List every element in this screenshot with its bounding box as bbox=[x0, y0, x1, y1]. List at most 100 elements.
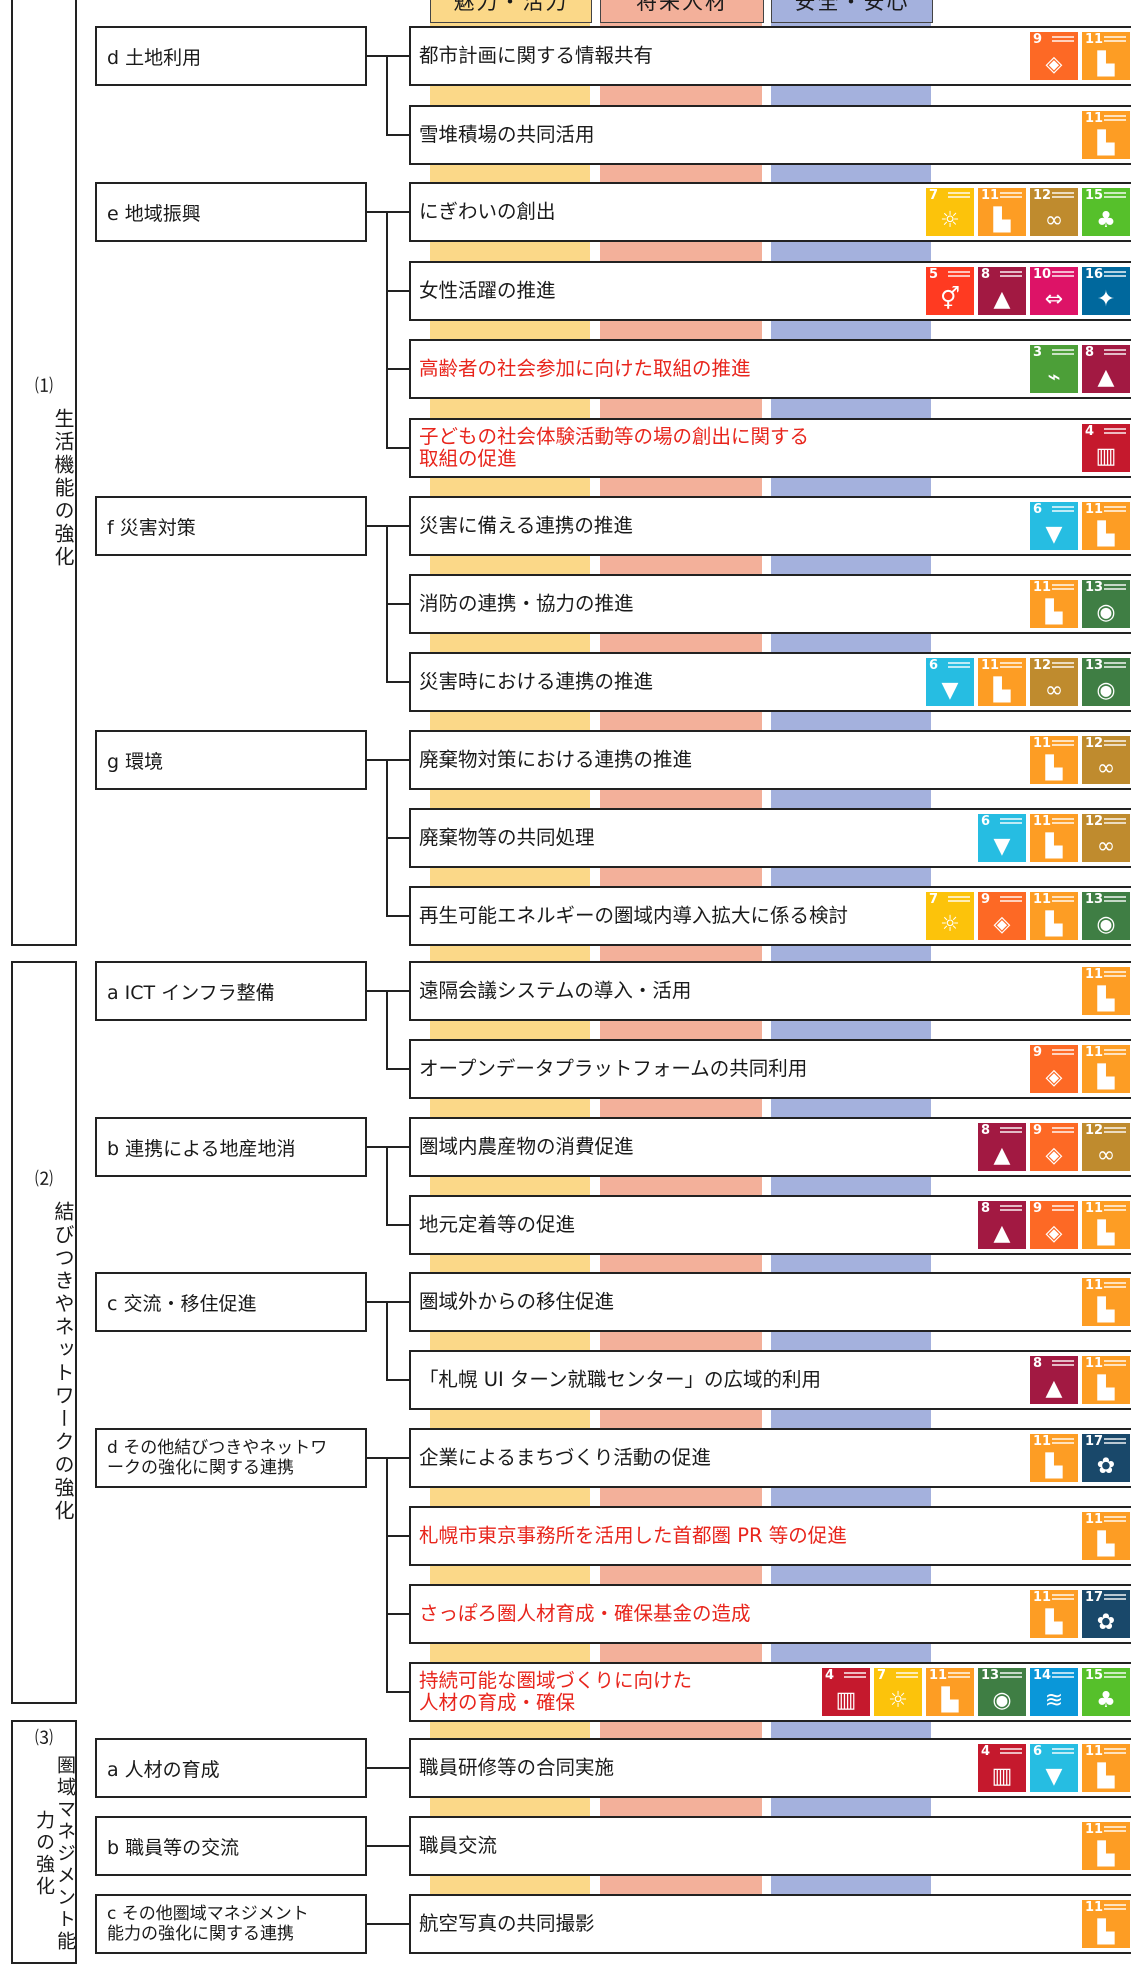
sdg-15-icon: 15 ♣ bbox=[1082, 1668, 1130, 1716]
sdg-6-icon: 6 ▼ bbox=[1030, 502, 1078, 550]
sdg-15-icon: 15 ♣ bbox=[1082, 188, 1130, 236]
section-title: 圏域マネジメント能力の強化 bbox=[33, 1755, 76, 1953]
sdg-icon-group: 11 ▙ 17 ✿ bbox=[1030, 1434, 1130, 1482]
category-box: b 連携による地産地消 bbox=[95, 1117, 367, 1177]
connector-line bbox=[386, 1613, 409, 1615]
sdg-13-icon: 13 ◉ bbox=[1082, 892, 1130, 940]
sdg-4-icon: 4 ▥ bbox=[822, 1668, 870, 1716]
measure-item: 再生可能エネルギーの圏域内導入拡大に係る検討 7 ☼ 9 ◈ 11 ▙ 13 ◉ bbox=[409, 886, 1131, 946]
measure-item: 職員研修等の合同実施 4 ▥ 6 ▼ 11 ▙ bbox=[409, 1738, 1131, 1798]
sdg-icon-group: 11 ▙ bbox=[1082, 111, 1130, 159]
connector-line bbox=[386, 990, 409, 992]
measure-item: 持続可能な圏域づくりに向けた 人材の育成・確保 4 ▥ 7 ☼ 11 ▙ 13 ◉ 14 ≋ 15 ♣ bbox=[409, 1662, 1131, 1722]
sdg-icon-group: 3 ⌁ 8 ▲ bbox=[1030, 345, 1130, 393]
sdg-11-icon: 11 ▙ bbox=[1082, 1512, 1130, 1560]
connector-line bbox=[386, 759, 409, 761]
connector-line bbox=[367, 990, 387, 992]
category-box: c その他圏域マネジメント 能力の強化に関する連携 bbox=[95, 1894, 367, 1954]
measure-item: 職員交流 11 ▙ bbox=[409, 1816, 1131, 1876]
measure-label: 消防の連携・協力の推進 bbox=[419, 592, 634, 615]
sdg-11-icon: 11 ▙ bbox=[1082, 1045, 1130, 1093]
measure-label: 職員研修等の合同実施 bbox=[419, 1756, 615, 1779]
sdg-icon-group: 11 ▙ bbox=[1082, 1900, 1130, 1948]
connector-line bbox=[386, 1535, 409, 1537]
measure-item: 地元定着等の促進 8 ▲ 9 ◈ 11 ▙ bbox=[409, 1195, 1131, 1255]
measure-label: 子どもの社会体験活動等の場の創出に関する 取組の促進 bbox=[419, 425, 810, 470]
sdg-6-icon: 6 ▼ bbox=[978, 814, 1026, 862]
connector-line bbox=[367, 525, 387, 527]
sdg-icon-group: 11 ▙ 17 ✿ bbox=[1030, 1590, 1130, 1638]
measure-item: 航空写真の共同撮影 11 ▙ bbox=[409, 1894, 1131, 1954]
sdg-icon-group: 8 ▲ 11 ▙ bbox=[1030, 1356, 1130, 1404]
category-label: c 交流・移住促進 bbox=[107, 1292, 257, 1315]
sdg-12-icon: 12 ∞ bbox=[1082, 736, 1130, 784]
section-2: ⑵ 結びつきやネットワークの強化 bbox=[11, 961, 77, 1704]
connector-line bbox=[367, 1845, 387, 1847]
connector-line bbox=[386, 1457, 388, 1693]
category-label: d 土地利用 bbox=[107, 46, 202, 69]
connector-line bbox=[386, 368, 409, 370]
connector-line bbox=[386, 1845, 409, 1847]
section-number: ⑴ bbox=[35, 376, 53, 397]
column-header: 安全・安心 bbox=[771, 0, 933, 23]
sdg-icon-group: 4 ▥ bbox=[1082, 424, 1130, 472]
sdg-8-icon: 8 ▲ bbox=[978, 1123, 1026, 1171]
sdg-11-icon: 11 ▙ bbox=[1030, 1434, 1078, 1482]
category-label: c その他圏域マネジメント 能力の強化に関する連携 bbox=[107, 1904, 309, 1944]
measure-item: 札幌市東京事務所を活用した首都圏 PR 等の促進 11 ▙ bbox=[409, 1506, 1131, 1566]
connector-line bbox=[386, 55, 409, 57]
connector-line bbox=[386, 447, 409, 449]
connector-line bbox=[367, 1457, 387, 1459]
sdg-icon-group: 11 ▙ bbox=[1082, 967, 1130, 1015]
sdg-6-icon: 6 ▼ bbox=[1030, 1744, 1078, 1792]
category-label: b 連携による地産地消 bbox=[107, 1137, 296, 1160]
sdg-11-icon: 11 ▙ bbox=[1082, 111, 1130, 159]
measure-item: 廃棄物等の共同処理 6 ▼ 11 ▙ 12 ∞ bbox=[409, 808, 1131, 868]
measure-item: 圏域外からの移住促進 11 ▙ bbox=[409, 1272, 1131, 1332]
sdg-9-icon: 9 ◈ bbox=[1030, 1123, 1078, 1171]
sdg-17-icon: 17 ✿ bbox=[1082, 1434, 1130, 1482]
sdg-icon-group: 9 ◈ 11 ▙ bbox=[1030, 1045, 1130, 1093]
sdg-9-icon: 9 ◈ bbox=[978, 892, 1026, 940]
sdg-icon-group: 9 ◈ 11 ▙ bbox=[1030, 32, 1130, 80]
connector-line bbox=[386, 1146, 388, 1226]
sdg-11-icon: 11 ▙ bbox=[1082, 1201, 1130, 1249]
connector-line bbox=[367, 1146, 387, 1148]
connector-line bbox=[386, 290, 409, 292]
sdg-12-icon: 12 ∞ bbox=[1082, 814, 1130, 862]
sdg-icon-group: 6 ▼ 11 ▙ 12 ∞ bbox=[978, 814, 1130, 862]
measure-item: オープンデータプラットフォームの共同利用 9 ◈ 11 ▙ bbox=[409, 1039, 1131, 1099]
column-header: 将来人材 bbox=[600, 0, 764, 23]
measure-label: 遠隔会議システムの導入・活用 bbox=[419, 979, 692, 1002]
sdg-11-icon: 11 ▙ bbox=[1082, 1356, 1130, 1404]
connector-line bbox=[386, 1379, 409, 1381]
connector-line bbox=[386, 55, 388, 136]
connector-line bbox=[386, 1068, 409, 1070]
measure-label: 圏域外からの移住促進 bbox=[419, 1290, 615, 1313]
sdg-icon-group: 4 ▥ 7 ☼ 11 ▙ 13 ◉ 14 ≋ 15 ♣ bbox=[822, 1668, 1130, 1716]
measure-label: 札幌市東京事務所を活用した首都圏 PR 等の促進 bbox=[419, 1524, 847, 1547]
sdg-icon-group: 7 ☼ 9 ◈ 11 ▙ 13 ◉ bbox=[926, 892, 1130, 940]
sdg-11-icon: 11 ▙ bbox=[1082, 1822, 1130, 1870]
connector-line bbox=[386, 1146, 409, 1148]
connector-line bbox=[386, 1923, 409, 1925]
sdg-11-icon: 11 ▙ bbox=[1082, 1744, 1130, 1792]
sdg-17-icon: 17 ✿ bbox=[1082, 1590, 1130, 1638]
category-label: a ICT インフラ整備 bbox=[107, 981, 275, 1004]
connector-line bbox=[386, 1224, 409, 1226]
sdg-8-icon: 8 ▲ bbox=[978, 267, 1026, 315]
connector-line bbox=[386, 211, 388, 449]
sdg-12-icon: 12 ∞ bbox=[1082, 1123, 1130, 1171]
measure-item: 災害に備える連携の推進 6 ▼ 11 ▙ bbox=[409, 496, 1131, 556]
sdg-4-icon: 4 ▥ bbox=[978, 1744, 1026, 1792]
category-box: g 環境 bbox=[95, 730, 367, 790]
category-label: a 人材の育成 bbox=[107, 1758, 220, 1781]
connector-line bbox=[386, 211, 409, 213]
sdg-11-icon: 11 ▙ bbox=[926, 1668, 974, 1716]
sdg-11-icon: 11 ▙ bbox=[978, 188, 1026, 236]
measure-item: 都市計画に関する情報共有 9 ◈ 11 ▙ bbox=[409, 26, 1131, 86]
connector-line bbox=[367, 211, 387, 213]
category-label: g 環境 bbox=[107, 750, 164, 773]
measure-item: 「札幌 UI ターン就職センター」の広域的利用 8 ▲ 11 ▙ bbox=[409, 1350, 1131, 1410]
measure-label: 高齢者の社会参加に向けた取組の推進 bbox=[419, 357, 751, 380]
